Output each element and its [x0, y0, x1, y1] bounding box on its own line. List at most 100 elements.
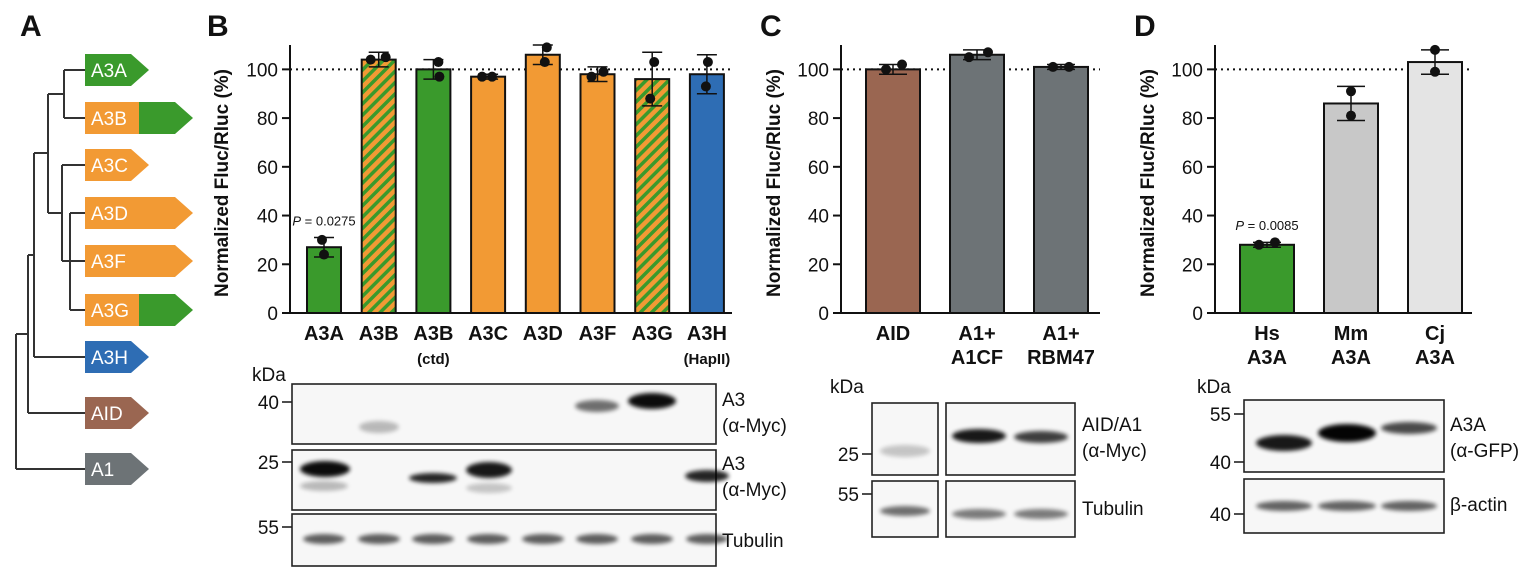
blot-band	[880, 445, 930, 457]
blot-label: Tubulin	[1082, 499, 1144, 520]
tubulin-band	[522, 534, 564, 544]
tree-tip-label: A3D	[91, 204, 128, 225]
x-tick-label: A3G	[632, 323, 673, 345]
y-tick-label: 80	[1182, 109, 1203, 130]
chart-panel-b: 0 20 40 60 80 100 Normalized Fluc/Rluc (%) A3A A…	[212, 42, 732, 368]
y-tick-label: 60	[1182, 158, 1203, 179]
y-tick-label: 20	[257, 255, 278, 276]
panel-letter-a: A	[20, 10, 42, 43]
tree-tip-tag-a3h	[85, 341, 149, 373]
bar	[579, 73, 616, 315]
blot-label: A3	[722, 454, 745, 475]
x-tick-label: A3C	[468, 323, 508, 345]
data-point	[586, 71, 597, 82]
kda-label: kDa	[1197, 377, 1231, 398]
data-point	[700, 81, 711, 92]
blot-band	[685, 470, 729, 482]
x-tick-sublabel: RBM47	[1027, 347, 1095, 369]
x-tick-label: A3B	[413, 323, 453, 345]
data-point	[1430, 66, 1440, 77]
p-value-symbol: P	[1235, 218, 1244, 233]
marker-label: 55	[838, 485, 859, 506]
data-point	[1254, 239, 1264, 250]
bar	[1323, 102, 1379, 314]
y-tick-label: 60	[808, 158, 829, 179]
tubulin-band	[358, 534, 400, 544]
y-tick-label: 100	[797, 60, 829, 81]
blot-band	[952, 429, 1006, 443]
x-tick-label: Hs	[1254, 323, 1280, 345]
y-tick-label: 0	[267, 304, 278, 325]
tree-tip-label: A3B	[91, 109, 127, 130]
x-tick-label: A3D	[523, 323, 563, 345]
marker-label: 25	[258, 453, 279, 474]
blot-label: A3A	[1450, 415, 1486, 436]
panel-letter-d: D	[1134, 10, 1156, 43]
phylogenetic-tree: A3A A3B A3C A3D A3F A3G A3H AID A1	[15, 54, 193, 485]
data-point	[645, 93, 656, 104]
data-point	[1346, 110, 1356, 121]
data-point	[897, 59, 907, 70]
y-tick-label: 60	[257, 158, 278, 179]
tubulin-band	[631, 534, 673, 544]
bar	[415, 68, 452, 315]
x-tick-label: A3H	[687, 323, 727, 345]
x-tick-label: A3B	[359, 323, 399, 345]
x-tick-label: Mm	[1334, 323, 1368, 345]
blot-membrane	[291, 383, 717, 445]
tubulin-band	[952, 509, 1006, 519]
p-value-annotation: P = 0.0085	[1235, 218, 1298, 233]
blot-label: (α-GFP)	[1450, 441, 1519, 462]
tubulin-band	[467, 534, 509, 544]
y-tick-label: 40	[1182, 207, 1203, 228]
p-value-annotation: P = 0.0275	[292, 213, 355, 228]
y-tick-label: 100	[246, 60, 278, 81]
tree-tip-tag-a1	[85, 453, 149, 485]
data-point	[598, 66, 609, 77]
y-tick-label: 20	[1182, 255, 1203, 276]
blot-label: Tubulin	[722, 531, 784, 552]
blot-band	[300, 481, 348, 491]
tree-tip-tag-a3d	[85, 197, 193, 229]
bar	[1239, 243, 1295, 314]
tree-tip-tag-a3b	[85, 102, 193, 134]
y-tick-label: 0	[1192, 304, 1203, 325]
y-tick-label: 40	[808, 207, 829, 228]
blot-membrane	[291, 449, 717, 511]
bar	[470, 75, 507, 314]
tree-tip-label: A3A	[91, 61, 127, 82]
bar	[360, 58, 397, 315]
bar	[524, 53, 561, 314]
marker-label: 40	[258, 393, 279, 414]
x-tick-label: A3A	[304, 323, 344, 345]
tree-tip-tag-aid	[85, 397, 149, 429]
bar	[634, 78, 671, 315]
data-point	[1270, 237, 1280, 248]
blot-band	[466, 483, 512, 493]
y-tick-label: 80	[808, 109, 829, 130]
bar	[1407, 61, 1463, 314]
blot-band	[409, 473, 457, 483]
western-blot-panel-d: kDa 55 40 40 A3A (α-GFP) β-actin	[1197, 377, 1519, 534]
western-blot-panel-b: kDa 40 25 55 A3 (α-Myc) A3 (α-Myc) Tubulin	[252, 365, 787, 567]
data-point	[365, 54, 376, 65]
blot-band	[300, 461, 350, 477]
tubulin-band	[303, 534, 345, 544]
p-value-text: = 0.0275	[301, 213, 356, 228]
y-axis-label: Normalized Fluc/Rluc (%)	[1138, 69, 1159, 297]
actin-band	[1381, 501, 1437, 511]
x-tick-sublabel: (ctd)	[417, 351, 450, 368]
x-tick-label: Cj	[1425, 323, 1445, 345]
tree-tip-tag-a3c	[85, 149, 149, 181]
tree-tip-label: A3F	[91, 252, 126, 273]
tubulin-band	[1014, 509, 1068, 519]
tree-tip-label: A3G	[91, 301, 129, 322]
chart-panel-c: 0 20 40 60 80 100 Normalized Fluc/Rluc (%) AID A…	[764, 45, 1100, 369]
tree-tip-label: AID	[91, 404, 123, 425]
bar	[949, 53, 1005, 314]
bar	[865, 68, 921, 315]
data-point	[702, 57, 713, 68]
x-tick-label: A1+	[1042, 323, 1079, 345]
blot-label: (α-Myc)	[722, 416, 787, 437]
